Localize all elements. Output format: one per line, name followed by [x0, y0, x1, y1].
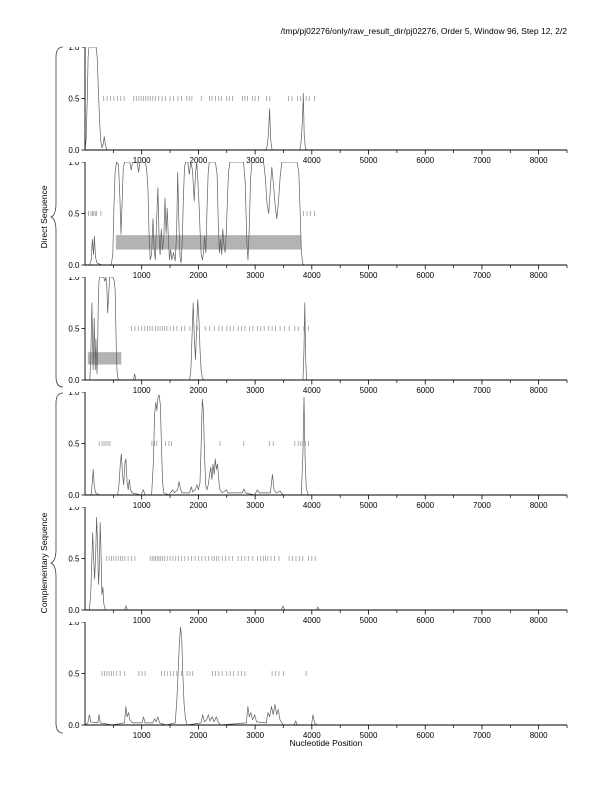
x-tick-label: 1000 [133, 731, 151, 740]
probability-curve-direct-2 [84, 162, 568, 266]
x-tick-label: 1000 [133, 271, 151, 280]
probability-curve-complementary-1 [84, 394, 568, 496]
y-tick-label: 0.0 [68, 146, 80, 155]
x-tick-label: 2000 [190, 616, 208, 625]
direct-sequence-brace [50, 46, 64, 388]
x-tick-label: 4000 [303, 731, 321, 740]
x-tick-label: 3000 [246, 616, 264, 625]
x-tick-label: 4000 [303, 156, 321, 165]
x-tick-label: 3000 [246, 271, 264, 280]
x-tick-label: 2000 [190, 156, 208, 165]
complementary-sequence-brace [50, 392, 64, 734]
x-tick-label: 3000 [246, 156, 264, 165]
x-tick-label: 1000 [133, 386, 151, 395]
y-tick-label: 1.0 [68, 622, 80, 627]
y-tick-label: 0.0 [68, 491, 80, 500]
x-tick-label: 8000 [530, 501, 548, 510]
x-tick-label: 7000 [473, 156, 491, 165]
x-tick-label: 3000 [246, 731, 264, 740]
y-tick-label: 0.0 [68, 261, 80, 270]
x-tick-label: 8000 [530, 616, 548, 625]
x-tick-label: 2000 [190, 386, 208, 395]
x-tick-label: 4000 [303, 386, 321, 395]
x-tick-label: 6000 [416, 501, 434, 510]
panel-direct-1: 0.0 0.5 1.0 1000 2000 3000 4000 5000 6000 7000 800… [68, 47, 568, 165]
x-tick-label: 8000 [530, 386, 548, 395]
coding-region-bar [115, 235, 302, 250]
probability-curve-complementary-3 [84, 626, 568, 726]
y-tick-label: 0.5 [68, 210, 80, 219]
y-tick-label: 0.0 [68, 606, 80, 615]
panel-direct-3: 0.0 0.5 1.0 1000 2000 3000 4000 5000 6000 7000 800… [68, 277, 568, 395]
x-tick-label: 1000 [133, 616, 151, 625]
x-tick-label: 1000 [133, 501, 151, 510]
x-tick-label: 5000 [360, 501, 378, 510]
y-tick-label: 1.0 [68, 47, 80, 52]
x-tick-label: 7000 [473, 731, 491, 740]
x-axis-label: Nucleotide Position [289, 738, 363, 748]
x-tick-label: 2000 [190, 501, 208, 510]
y-tick-label: 0.0 [68, 376, 80, 385]
x-tick-label: 5000 [360, 156, 378, 165]
probability-curve-complementary-2 [84, 516, 568, 611]
x-tick-label: 4000 [303, 616, 321, 625]
y-tick-label: 1.0 [68, 392, 80, 397]
x-tick-label: 8000 [530, 156, 548, 165]
x-tick-label: 5000 [360, 386, 378, 395]
x-tick-label: 5000 [360, 616, 378, 625]
plot-title: /tmp/pj02276/only/raw_result_dir/pj02276… [280, 26, 567, 36]
x-tick-label: 6000 [416, 731, 434, 740]
x-tick-label: 7000 [473, 501, 491, 510]
panel-complementary-3: 0.0 0.5 1.0 1000 2000 3000 4000 5000 6000 7000 800… [68, 622, 568, 740]
y-tick-label: 0.5 [68, 325, 80, 334]
y-tick-label: 1.0 [68, 507, 80, 512]
x-tick-label: 7000 [473, 386, 491, 395]
x-tick-label: 6000 [416, 386, 434, 395]
x-tick-label: 2000 [190, 271, 208, 280]
x-tick-label: 3000 [246, 386, 264, 395]
y-tick-label: 0.5 [68, 95, 80, 104]
x-tick-label: 5000 [360, 731, 378, 740]
x-tick-label: 7000 [473, 616, 491, 625]
y-tick-label: 0.5 [68, 440, 80, 449]
x-tick-label: 1000 [133, 156, 151, 165]
x-tick-label: 6000 [416, 271, 434, 280]
y-tick-label: 0.5 [68, 670, 80, 679]
y-tick-label: 0.0 [68, 721, 80, 730]
panel-complementary-1: 0.0 0.5 1.0 1000 2000 3000 4000 5000 6000 7000 800… [68, 392, 568, 510]
panel-direct-2: 0.0 0.5 1.0 1000 2000 3000 4000 5000 6000 7000 800… [68, 162, 568, 280]
y-tick-label: 1.0 [68, 277, 80, 282]
x-tick-label: 6000 [416, 616, 434, 625]
probability-curve-direct-3 [84, 277, 568, 381]
x-tick-label: 7000 [473, 271, 491, 280]
x-tick-label: 8000 [530, 271, 548, 280]
y-tick-label: 1.0 [68, 162, 80, 167]
x-tick-label: 4000 [303, 271, 321, 280]
x-tick-label: 2000 [190, 731, 208, 740]
x-tick-label: 6000 [416, 156, 434, 165]
x-tick-label: 8000 [530, 731, 548, 740]
x-tick-label: 4000 [303, 501, 321, 510]
probability-curve-direct-1 [84, 47, 568, 151]
x-tick-label: 3000 [246, 501, 264, 510]
y-tick-label: 0.5 [68, 555, 80, 564]
panel-complementary-2: 0.0 0.5 1.0 1000 2000 3000 4000 5000 6000 7000 800… [68, 507, 568, 625]
x-tick-label: 5000 [360, 271, 378, 280]
